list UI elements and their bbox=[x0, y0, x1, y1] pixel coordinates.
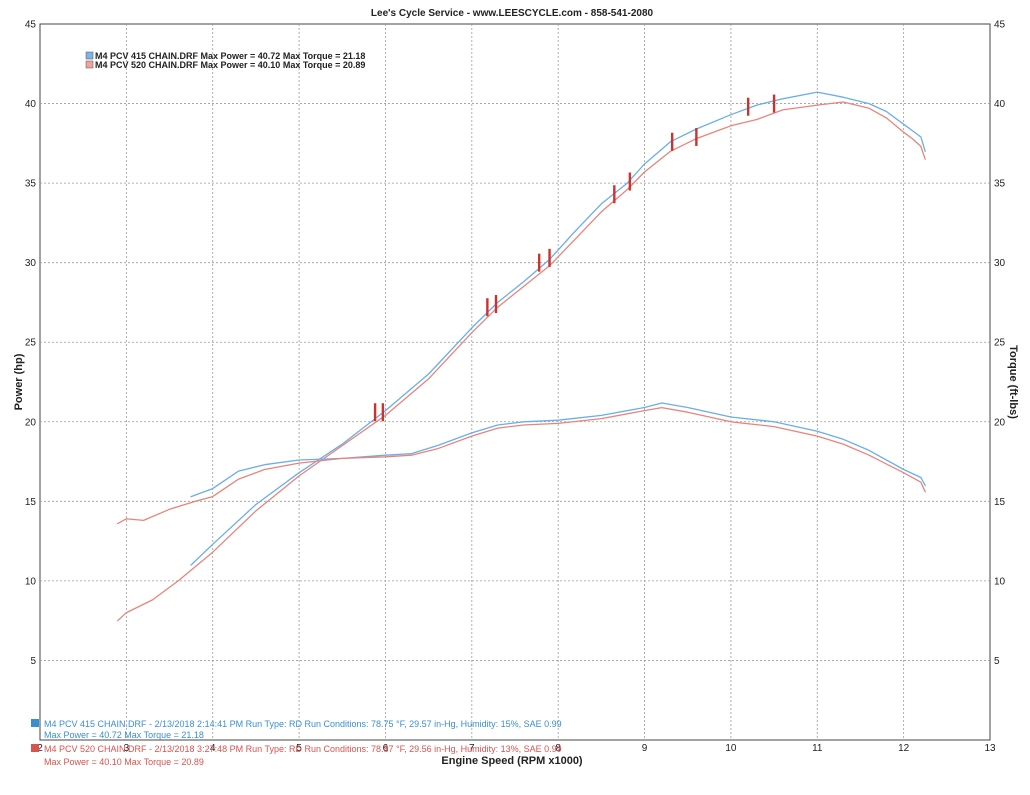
plot-frame bbox=[39, 23, 991, 741]
series-group bbox=[117, 91, 926, 622]
y-tick-label: 15 bbox=[25, 497, 37, 508]
y-tick-label: 10 bbox=[25, 576, 37, 587]
y2-axis-ticks: 5 10 15 20 25 30 35 40 45 bbox=[994, 20, 1006, 667]
y-tick-label: 25 bbox=[25, 338, 37, 349]
legend-entry-415: M4 PCV 415 CHAIN.DRF Max Power = 40.72 M… bbox=[95, 51, 365, 61]
y2-tick-label: 45 bbox=[994, 20, 1006, 31]
x-tick-label: 6 bbox=[383, 743, 389, 754]
legend: M4 PCV 415 CHAIN.DRF Max Power = 40.72 M… bbox=[85, 51, 365, 70]
x-tick-label: 11 bbox=[812, 743, 823, 754]
x-tick-label: 4 bbox=[210, 743, 216, 754]
series-line-torque-415 bbox=[190, 402, 926, 498]
y2-tick-label: 40 bbox=[994, 99, 1006, 110]
series-line-power-520 bbox=[117, 101, 926, 622]
run1-max: Max Power = 40.72 Max Torque = 21.18 bbox=[44, 730, 204, 740]
run1-swatch bbox=[31, 719, 39, 727]
y-axis-title: Power (hp) bbox=[13, 353, 25, 410]
x-tick-label: 3 bbox=[124, 743, 130, 754]
y-tick-label: 30 bbox=[25, 258, 37, 269]
y2-tick-label: 30 bbox=[994, 258, 1006, 269]
legend-entry-520: M4 PCV 520 CHAIN.DRF Max Power = 40.10 M… bbox=[95, 60, 365, 70]
x-tick-label: 5 bbox=[296, 743, 302, 754]
legend-swatch-red bbox=[85, 60, 94, 69]
y-tick-label: 45 bbox=[25, 20, 37, 31]
x-tick-label: 8 bbox=[555, 743, 561, 754]
y2-tick-label: 20 bbox=[994, 417, 1006, 428]
grid-lines bbox=[40, 24, 990, 740]
shift-markers bbox=[373, 94, 776, 422]
chart-header-title: Lee's Cycle Service - www.LEESCYCLE.com … bbox=[371, 8, 654, 19]
x-tick-label: 7 bbox=[469, 743, 475, 754]
x-axis-ticks: 2 3 4 5 6 7 8 9 10 11 12 13 bbox=[37, 743, 996, 754]
y2-tick-label: 15 bbox=[994, 497, 1006, 508]
series-line-power-415 bbox=[190, 91, 926, 566]
y-axis-ticks: 5 10 15 20 25 30 35 40 45 bbox=[25, 20, 37, 667]
run2-swatch bbox=[31, 744, 39, 752]
y2-tick-label: 10 bbox=[994, 576, 1006, 587]
series-line-torque-520 bbox=[117, 406, 926, 525]
run2-max: Max Power = 40.10 Max Torque = 20.89 bbox=[44, 757, 204, 767]
x-tick-label: 2 bbox=[37, 743, 43, 754]
legend-swatch-blue bbox=[85, 51, 94, 60]
x-tick-label: 13 bbox=[984, 743, 996, 754]
x-tick-label: 10 bbox=[725, 743, 737, 754]
x-tick-label: 12 bbox=[898, 743, 910, 754]
x-tick-label: 9 bbox=[642, 743, 648, 754]
y-tick-label: 40 bbox=[25, 99, 37, 110]
y-tick-label: 35 bbox=[25, 179, 37, 190]
y2-tick-label: 25 bbox=[994, 338, 1006, 349]
y2-tick-label: 5 bbox=[994, 656, 1000, 667]
run1-info: M4 PCV 415 CHAIN.DRF - 2/13/2018 2:14:41… bbox=[44, 719, 562, 729]
y2-tick-label: 35 bbox=[994, 179, 1006, 190]
y2-axis-title: Torque (ft-lbs) bbox=[1007, 345, 1019, 419]
run2-info: M4 PCV 520 CHAIN.DRF - 2/13/2018 3:27:48… bbox=[44, 744, 562, 754]
run-info-footer: M4 PCV 415 CHAIN.DRF - 2/13/2018 2:14:41… bbox=[31, 719, 562, 767]
y-tick-label: 20 bbox=[25, 417, 37, 428]
x-axis-title: Engine Speed (RPM x1000) bbox=[441, 755, 583, 767]
y-tick-label: 5 bbox=[30, 656, 36, 667]
